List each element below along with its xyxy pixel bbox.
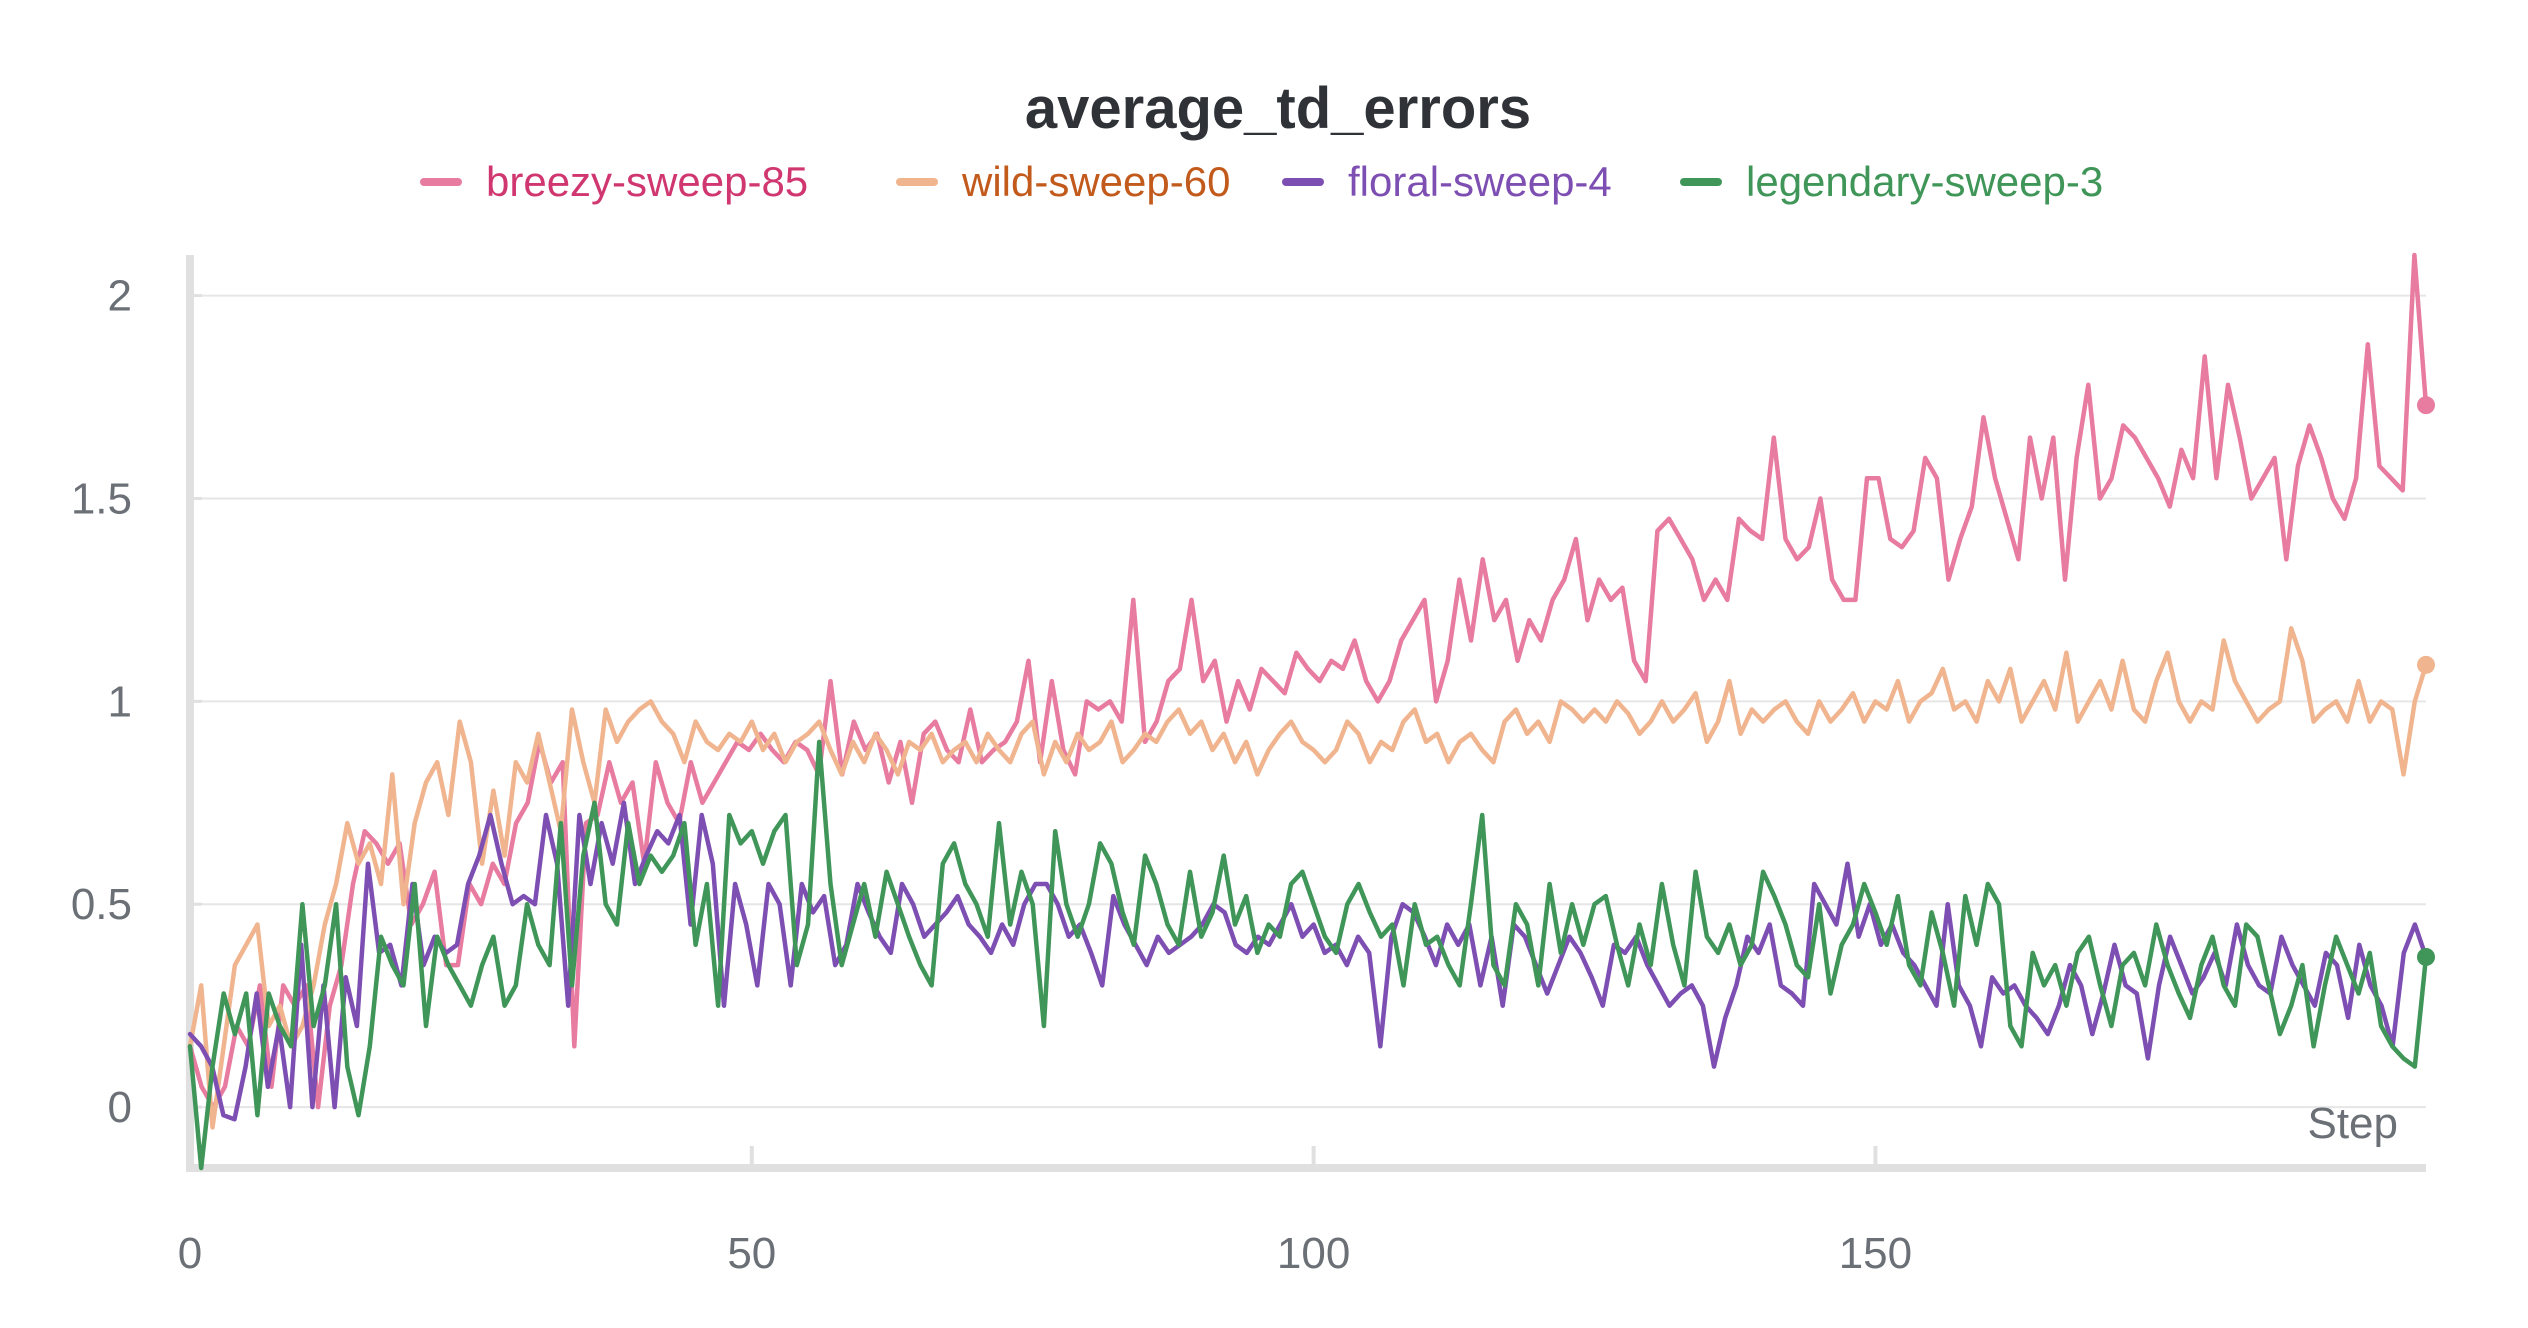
axes [186, 255, 2426, 1172]
x-tick-label: 100 [1277, 1229, 1350, 1278]
series-end-marker-breezy-sweep-85 [2417, 396, 2435, 415]
y-tick-label: 1 [108, 677, 132, 726]
series-end-marker-wild-sweep-60 [2417, 655, 2435, 674]
grid-lines [190, 294, 2426, 1109]
chart-title: average_td_errors [1025, 76, 1531, 141]
tick-labels: 0 50 100 150 0 0.5 1 1.5 2 [71, 272, 1912, 1278]
series-line-floral-sweep-4 [187, 800, 2429, 1122]
legend-label-breezy-sweep-85: breezy-sweep-85 [486, 158, 808, 205]
y-tick-label: 1.5 [71, 474, 132, 523]
x-axis-label: Step [2307, 1099, 2398, 1148]
x-tick-label: 150 [1839, 1229, 1912, 1278]
series-line-legendary-sweep-3 [187, 739, 2429, 1171]
legend-label-wild-sweep-60: wild-sweep-60 [961, 158, 1230, 205]
y-tick-label: 2 [108, 272, 132, 321]
y-tick-label: 0 [108, 1083, 132, 1132]
series-end-marker-legendary-sweep-3 [2417, 947, 2435, 966]
legend: breezy-sweep-85 wild-sweep-60 floral-sweep… [420, 158, 2103, 205]
x-tick-label: 0 [178, 1229, 202, 1278]
legend-label-legendary-sweep-3: legendary-sweep-3 [1746, 158, 2103, 205]
series-lines [187, 252, 2435, 1171]
x-tick-label: 50 [727, 1229, 776, 1278]
series-line-wild-sweep-60 [187, 626, 2429, 1130]
legend-label-floral-sweep-4: floral-sweep-4 [1348, 158, 1612, 205]
series-line-breezy-sweep-85 [187, 252, 2429, 1110]
y-tick-label: 0.5 [71, 880, 132, 929]
